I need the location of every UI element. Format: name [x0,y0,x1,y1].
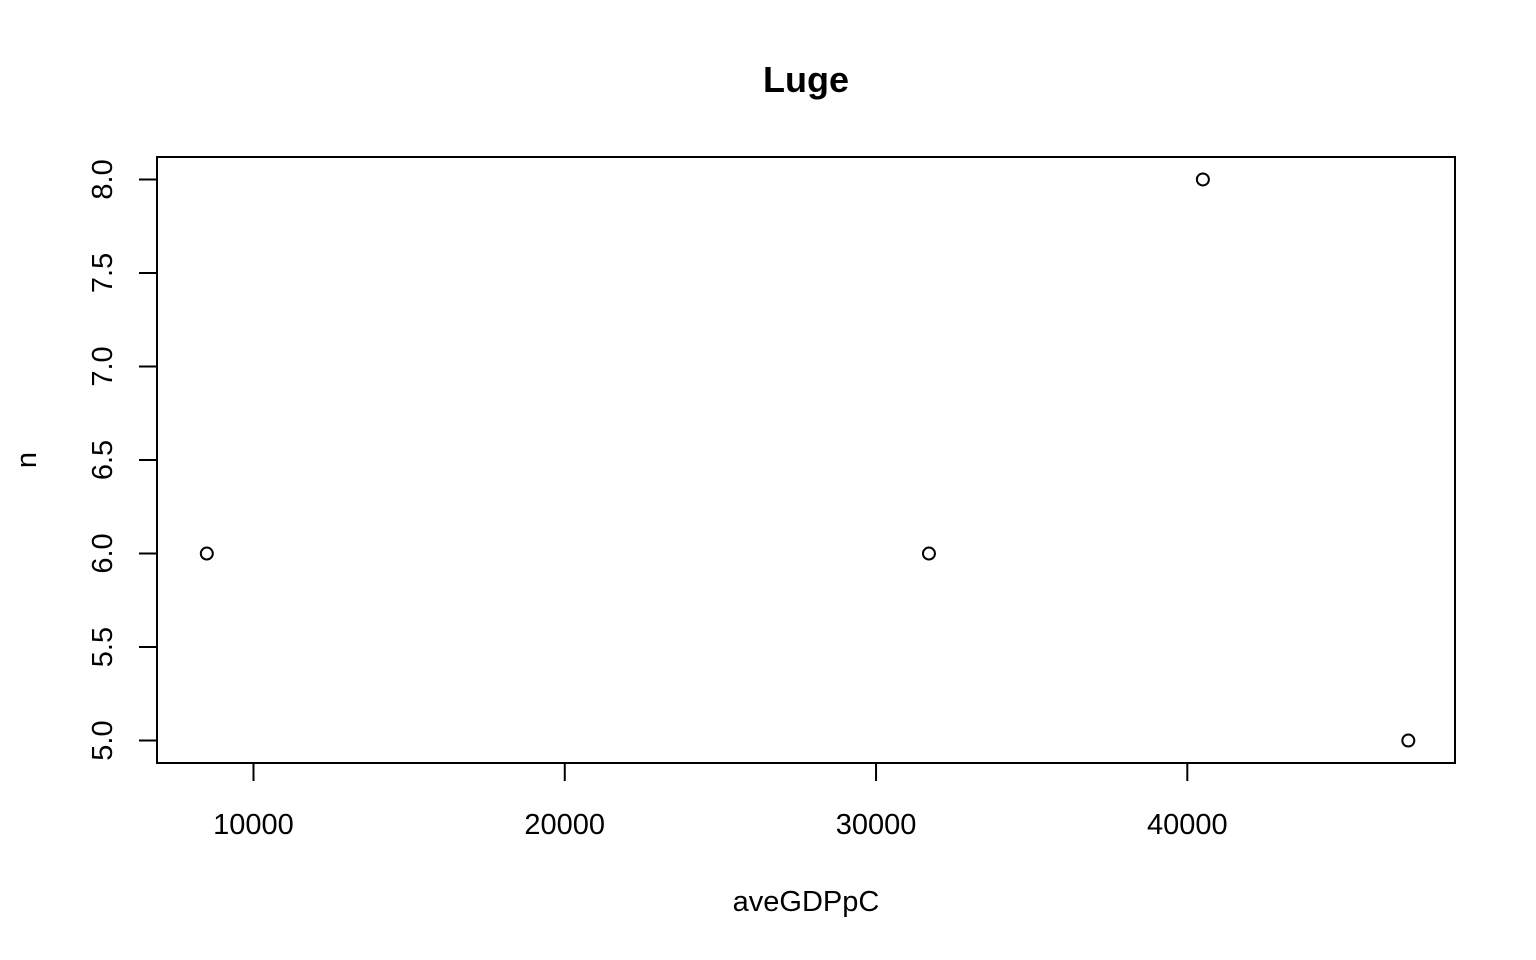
y-axis: 5.0 5.5 6.0 6.5 7.0 7.5 8.0 [87,159,157,761]
y-tick-label: 8.0 [87,159,119,199]
x-tick-label: 40000 [1147,809,1228,841]
x-axis: 10000 20000 30000 40000 [213,763,1228,841]
x-tick-label: 10000 [213,809,294,841]
data-point [921,546,936,561]
x-tick-label: 20000 [524,809,605,841]
y-tick-label: 6.0 [87,533,119,573]
y-tick-label: 5.5 [87,627,119,667]
data-point [199,546,214,561]
x-tick-label: 30000 [836,809,917,841]
y-tick-label: 7.5 [87,253,119,293]
chart-title: Luge [763,59,849,100]
x-axis-label: aveGDPpC [733,886,880,918]
data-point [1195,172,1210,187]
data-point [1401,733,1416,748]
y-axis-label: n [11,452,43,468]
y-tick-label: 6.5 [87,440,119,480]
y-tick-label: 5.0 [87,720,119,760]
y-tick-label: 7.0 [87,346,119,386]
data-points [199,172,1416,748]
